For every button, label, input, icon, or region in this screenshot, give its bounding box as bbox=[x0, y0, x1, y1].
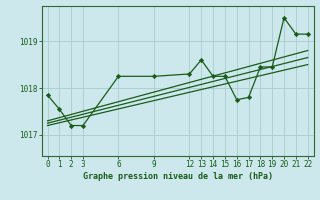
X-axis label: Graphe pression niveau de la mer (hPa): Graphe pression niveau de la mer (hPa) bbox=[83, 172, 273, 181]
